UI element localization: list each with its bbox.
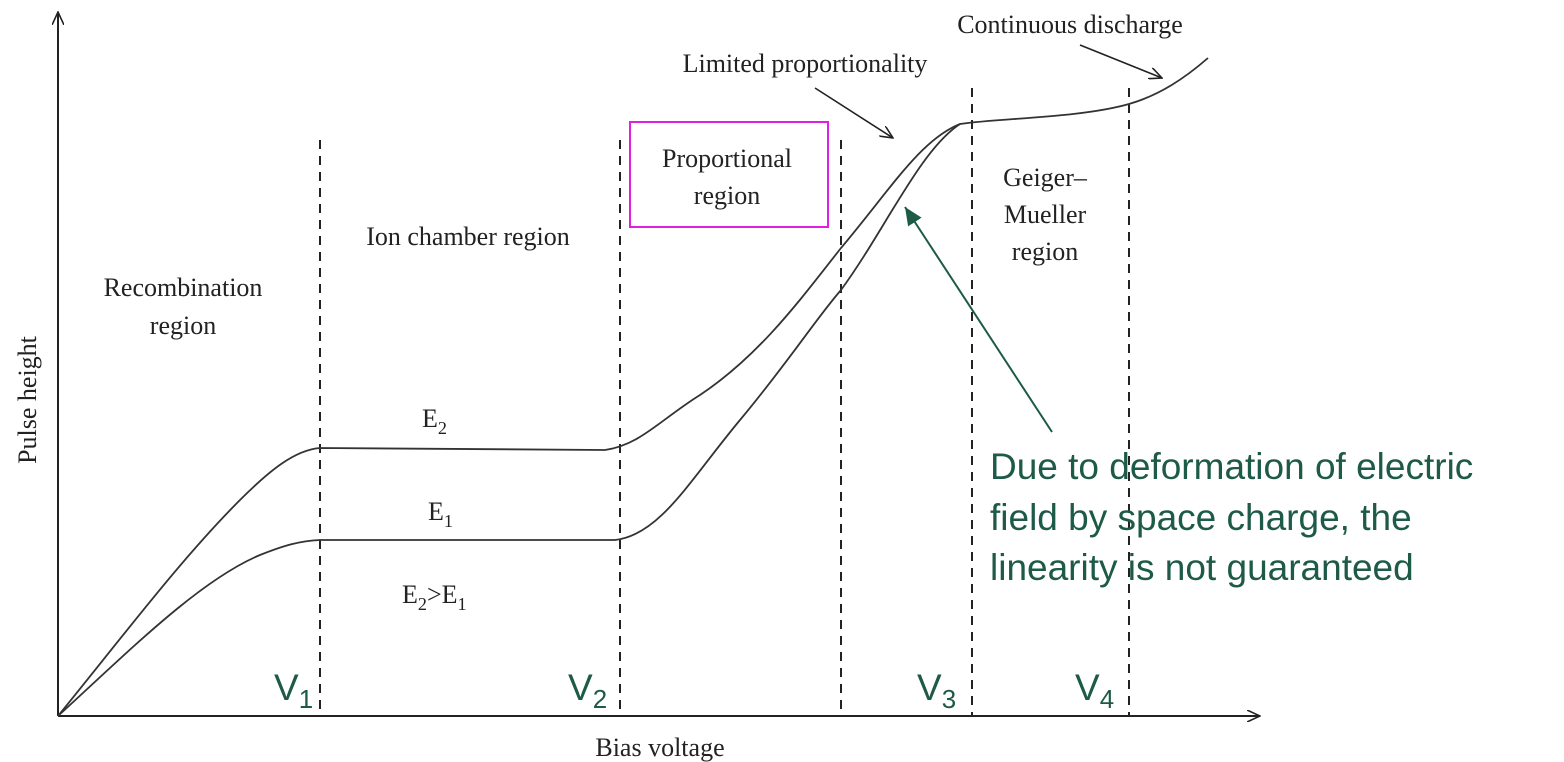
label: E [428, 497, 444, 526]
annotation: Due to deformation of electric [990, 446, 1473, 487]
label: > [427, 580, 442, 609]
label: 1 [458, 594, 467, 614]
voltage-label: V2 [568, 667, 607, 714]
label: 2 [418, 594, 427, 614]
annotation: linearity is not guaranteed [990, 547, 1414, 588]
arrow [1079, 44, 1162, 78]
voltage-label: V1 [274, 667, 313, 714]
label: Proportional [662, 144, 792, 173]
voltage-label: V4 [1075, 667, 1114, 714]
curve-label: E1 [428, 497, 453, 531]
label: region [150, 311, 216, 340]
label: 2 [438, 418, 447, 438]
label: 1 [444, 511, 453, 531]
annotation: field by space charge, the [990, 497, 1412, 538]
arrow [814, 87, 893, 138]
label: V [274, 667, 299, 708]
label: E [422, 404, 438, 433]
label: 2 [593, 686, 607, 714]
label: Continuous discharge [957, 10, 1183, 39]
label: E [402, 580, 418, 609]
highlight-box [629, 121, 829, 228]
voltage-label: V3 [917, 667, 956, 714]
relation-label: E2>E1 [402, 580, 467, 614]
label: V [1075, 667, 1100, 708]
label: Recombination [104, 273, 263, 302]
label: V [917, 667, 942, 708]
label: 4 [1100, 686, 1114, 714]
label: Limited proportionality [683, 49, 928, 78]
curve-e1 [57, 123, 961, 717]
label: region [1012, 237, 1078, 266]
label: region [694, 181, 760, 210]
x-axis-label: Bias voltage [595, 733, 724, 762]
label: Geiger– [1003, 163, 1088, 192]
curve-label: E2 [422, 404, 447, 438]
label: E [442, 580, 458, 609]
label: 1 [299, 686, 313, 714]
label: 3 [942, 686, 956, 714]
label: Mueller [1004, 200, 1087, 229]
curve-e2 [57, 57, 1209, 717]
label: Ion chamber region [366, 222, 570, 251]
label: V [568, 667, 593, 708]
y-axis-label: Pulse height [13, 335, 42, 464]
annotation-arrow [904, 206, 1053, 433]
